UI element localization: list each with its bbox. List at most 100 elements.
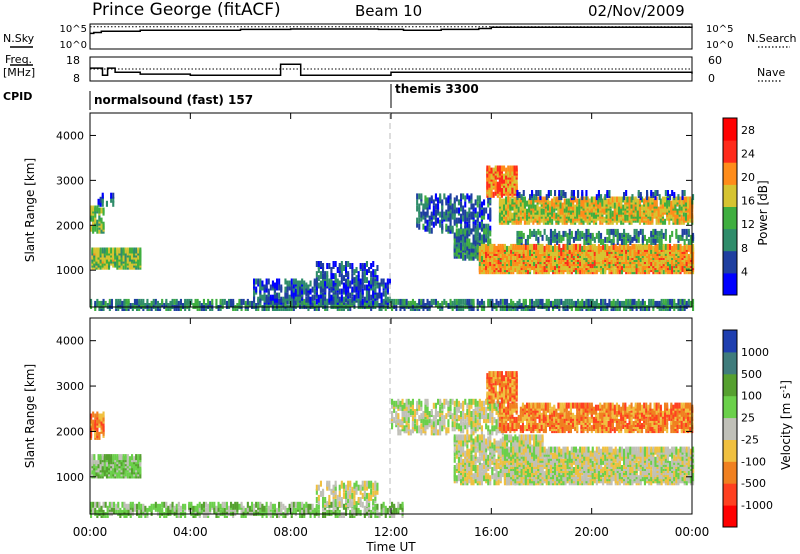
range-gate-cell [100,505,103,512]
range-gate-cell [276,292,279,299]
range-gate-cell [533,228,536,235]
range-gate-cell [104,501,107,508]
range-gate-cell [443,298,446,305]
range-gate-cell [652,245,655,252]
range-gate-cell [478,221,481,228]
range-gate-cell [539,243,542,250]
range-gate-cell [592,206,595,213]
range-gate-cell [286,305,289,311]
cpid-segment-label: normalsound (fast) 157 [94,93,253,107]
range-gate-cell [234,305,237,311]
range-gate-cell [647,218,650,225]
range-gate-cell [395,298,398,305]
range-gate-cell [498,210,501,217]
range-gate-cell [466,215,469,222]
range-gate-cell [90,512,93,518]
range-gate-cell [457,217,460,224]
range-gate-cell [521,196,524,203]
range-gate-cell [581,190,584,196]
range-gate-cell [602,303,605,309]
range-gate-cell [498,169,501,176]
range-gate-cell [652,260,655,267]
range-gate-cell [666,190,669,196]
range-gate-cell [361,501,364,508]
range-gate-cell [455,246,458,253]
range-gate-cell [568,236,571,243]
range-gate-cell [599,210,602,217]
range-gate-cell [257,303,260,309]
range-gate-cell [662,250,665,256]
range-gate-cell [606,236,609,243]
nsky-trace [90,26,693,35]
range-gate-cell [487,245,490,252]
range-gate-cell [184,503,187,510]
noise-strip-frame [89,23,693,50]
range-gate-cell [618,300,621,307]
range-gate-cell [449,197,452,204]
range-gate-cell [680,218,683,225]
range-gate-cell [248,505,251,512]
range-gate-cell [498,196,501,203]
range-gate-cell [345,296,348,303]
range-gate-cell [340,273,343,280]
range-gate-cell [447,203,450,210]
range-gate-cell [608,228,611,235]
range-gate-cell [536,202,539,209]
range-gate-cell [401,298,404,305]
range-gate-cell [498,214,501,221]
range-gate-cell [110,505,113,512]
range-gate-cell [363,277,366,284]
range-gate-cell [150,503,153,510]
range-gate-cell [103,454,106,461]
range-gate-cell [301,298,304,305]
range-gate-cell [589,262,592,269]
range-gate-cell [177,300,180,307]
range-gate-cell [577,298,580,305]
range-gate-cell [173,509,176,516]
range-gate-cell [98,417,101,424]
range-gate-cell [401,501,404,508]
range-gate-cell [428,221,431,228]
range-gate-cell [315,509,318,516]
range-gate-cell [97,462,100,469]
range-gate-cell [635,268,638,275]
range-gate-cell [96,501,99,508]
range-gate-cell [451,211,454,218]
range-gate-cell [246,505,249,512]
range-gate-cell [462,244,465,251]
range-gate-cell [510,254,513,260]
range-gate-cell [545,247,548,254]
range-gate-cell [480,213,483,220]
range-gate-cell [516,230,519,237]
range-gate-cell [595,194,598,201]
range-gate-cell [420,215,423,222]
range-gate-cell [685,228,688,235]
range-gate-cell [355,286,358,293]
range-gate-cell [117,501,120,508]
range-gate-cell [460,217,463,224]
range-gate-cell [363,296,366,303]
range-gate-cell [560,194,563,201]
range-gate-cell [194,298,197,305]
range-gate-cell [574,204,577,211]
range-gate-cell [376,507,379,514]
range-gate-cell [464,209,467,216]
range-gate-cell [651,202,654,209]
nsky-tick-low: 10^0 [60,40,87,51]
range-gate-cell [468,207,471,214]
range-gate-cell [328,278,331,285]
range-gate-cell [499,298,502,305]
range-gate-cell [101,247,104,254]
range-gate-cell [138,501,141,508]
range-gate-cell [614,305,617,311]
range-gate-cell [628,196,631,203]
range-gate-cell [616,228,619,235]
range-gate-cell [513,183,516,190]
range-gate-cell [689,247,692,254]
range-gate-cell [430,195,433,202]
range-gate-cell [468,238,471,245]
range-gate-cell [526,305,529,311]
range-gate-cell [629,298,632,305]
range-gate-cell [535,243,538,250]
